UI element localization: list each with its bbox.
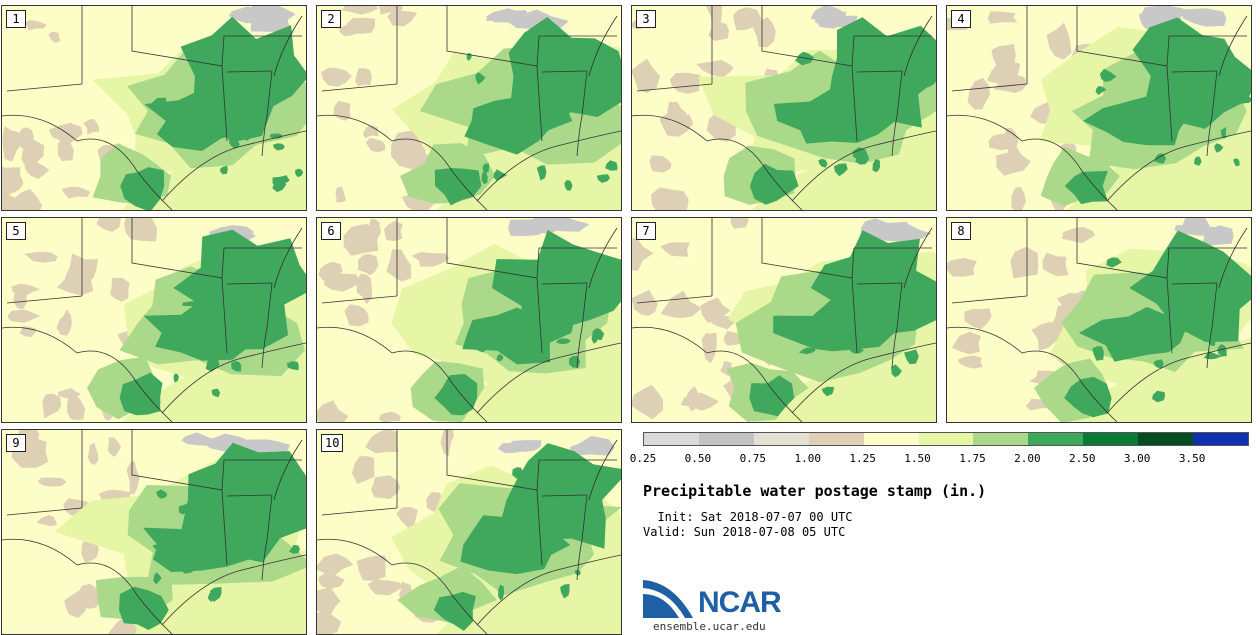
stamp-map[interactable]: 8	[946, 217, 1252, 423]
pw-map	[317, 6, 621, 210]
member-number: 7	[636, 222, 656, 240]
member-number: 9	[6, 434, 26, 452]
pw-map	[632, 6, 936, 210]
stamp-map[interactable]: 10	[316, 429, 622, 635]
member-number: 6	[321, 222, 341, 240]
member-number: 8	[951, 222, 971, 240]
member-number: 1	[6, 10, 26, 28]
pw-map	[2, 6, 306, 210]
stamp-map[interactable]: 4	[946, 5, 1252, 211]
colorbar-swatch	[973, 433, 1029, 445]
colorbar-swatch	[698, 433, 754, 445]
colorbar-tick-label: 2.00	[1014, 452, 1041, 465]
member-number: 2	[321, 10, 341, 28]
colorbar-tick-label: 1.00	[794, 452, 821, 465]
stamp-map[interactable]: 9	[1, 429, 307, 635]
pw-map	[947, 6, 1251, 210]
stamp-map[interactable]: 7	[631, 217, 937, 423]
member-number: 5	[6, 222, 26, 240]
pw-map	[2, 430, 306, 634]
colorbar-swatch	[1083, 433, 1139, 445]
colorbar-tick-label: 0.50	[684, 452, 712, 465]
colorbar-tick-label: 3.50	[1178, 452, 1206, 465]
colorbar-tick-label: 3.00	[1123, 452, 1151, 465]
colorbar-swatch	[1193, 433, 1248, 445]
colorbar-swatch	[808, 433, 864, 445]
member-number: 3	[636, 10, 656, 28]
colorbar-tick-label: 1.25	[849, 452, 876, 465]
site-url[interactable]: ensemble.ucar.edu	[653, 620, 766, 633]
page-title: Precipitable water postage stamp (in.)	[643, 482, 987, 500]
logo-text: NCAR	[698, 586, 782, 619]
colorbar-swatch	[1028, 433, 1084, 445]
colorbar-tick-label: 2.50	[1069, 452, 1096, 465]
colorbar-tick-label: 0.75	[739, 452, 767, 465]
colorbar	[643, 432, 1249, 446]
member-number: 10	[321, 434, 344, 452]
stamp-map[interactable]: 5	[1, 217, 307, 423]
member-number: 4	[951, 10, 971, 28]
valid-time: Valid: Sun 2018-07-08 05 UTC	[643, 525, 846, 539]
pw-map	[632, 218, 936, 422]
pw-map	[317, 218, 621, 422]
colorbar-swatch	[644, 433, 699, 445]
stamp-map[interactable]: 6	[316, 217, 622, 423]
colorbar-swatch	[753, 433, 809, 445]
colorbar-swatch	[863, 433, 919, 445]
stamp-map[interactable]: 2	[316, 5, 622, 211]
pw-map	[2, 218, 306, 422]
colorbar-swatch	[1138, 433, 1194, 445]
colorbar-tick-label: 0.25	[629, 452, 657, 465]
colorbar-swatch	[918, 433, 974, 445]
stamp-map[interactable]: 1	[1, 5, 307, 211]
colorbar-tick-label: 1.75	[959, 452, 986, 465]
ncar-logo-icon	[643, 580, 693, 618]
init-time: Init: Sat 2018-07-07 00 UTC	[643, 510, 853, 524]
stamp-map[interactable]: 3	[631, 5, 937, 211]
pw-map	[947, 218, 1251, 422]
colorbar-tick-label: 1.50	[904, 452, 931, 465]
pw-map	[317, 430, 621, 634]
